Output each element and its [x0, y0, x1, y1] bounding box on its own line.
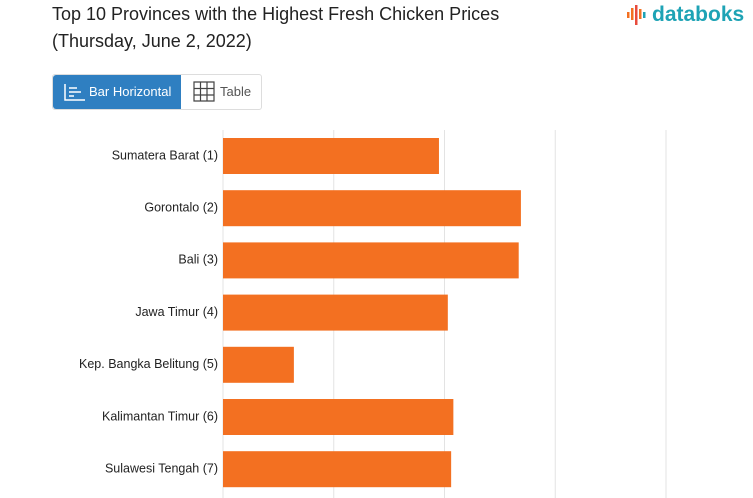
brand-logo	[627, 5, 646, 25]
bar	[223, 294, 448, 331]
bar	[223, 346, 294, 383]
y-tick-label: Jawa Timur (4)	[135, 305, 218, 319]
y-tick-label: Kalimantan Timur (6)	[102, 409, 218, 423]
y-tick-label: Bali (3)	[178, 253, 218, 267]
bar	[223, 399, 454, 435]
tab-bar[interactable]: Bar Horizontal	[53, 75, 181, 109]
y-tick-label: Kep. Bangka Belitung (5)	[79, 357, 218, 371]
tab-label: Table	[220, 84, 252, 99]
y-tick-label: Sulawesi Tengah (7)	[105, 461, 218, 475]
bar	[223, 138, 439, 174]
tab-icon	[193, 81, 215, 102]
chart-title: Top 10 Provinces with the Highest Fresh …	[52, 4, 500, 24]
bar	[223, 242, 519, 279]
bar	[223, 190, 521, 227]
chart-subtitle: (Thursday, June 2, 2022)	[52, 31, 252, 51]
brand-name: databoks	[652, 3, 745, 26]
y-tick-label: Sumatera Barat (1)	[112, 148, 218, 162]
tab-table[interactable]: Table	[181, 75, 261, 109]
y-tick-label: Gorontalo (2)	[144, 200, 218, 214]
view-tabs: Bar Horizontal Table	[52, 74, 262, 110]
bar	[223, 451, 452, 488]
tab-label: Bar Horizontal	[89, 84, 172, 99]
tab-icon	[64, 84, 85, 101]
